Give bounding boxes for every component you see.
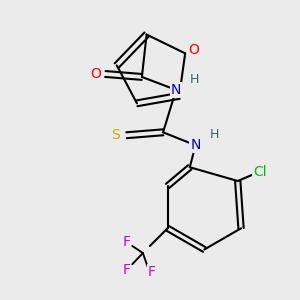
Text: O: O xyxy=(189,44,200,57)
Text: F: F xyxy=(148,265,156,279)
Text: N: N xyxy=(171,83,181,97)
Text: F: F xyxy=(122,236,130,249)
Text: O: O xyxy=(91,67,101,81)
Text: S: S xyxy=(112,128,120,142)
Text: N: N xyxy=(190,138,201,152)
Text: F: F xyxy=(122,262,130,277)
Text: H: H xyxy=(190,73,200,86)
Text: Cl: Cl xyxy=(253,165,267,179)
Text: H: H xyxy=(210,128,219,141)
